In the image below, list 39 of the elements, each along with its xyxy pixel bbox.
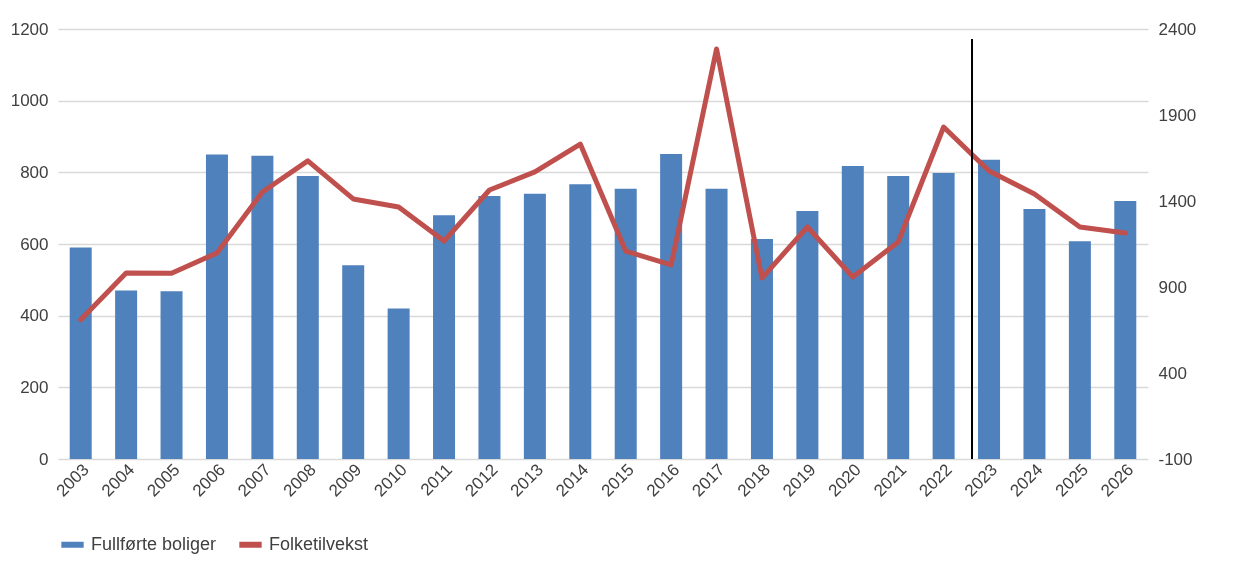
bar xyxy=(750,238,773,459)
bar xyxy=(569,184,592,459)
bar xyxy=(433,215,456,459)
legend-label: Fullførte boliger xyxy=(91,533,217,554)
bar xyxy=(796,211,819,459)
bar xyxy=(978,159,1001,459)
bar xyxy=(1068,241,1091,459)
bar xyxy=(841,165,864,459)
legend-label: Folketilvekst xyxy=(269,533,369,554)
y2-tick-label: 400 xyxy=(1158,363,1187,383)
bar xyxy=(387,308,410,459)
bar xyxy=(205,154,228,459)
y-tick-label: 600 xyxy=(20,234,49,254)
y-tick-label: 800 xyxy=(20,162,49,182)
y-tick-label: 200 xyxy=(20,377,49,397)
bar xyxy=(251,155,274,459)
bar xyxy=(1023,208,1046,459)
y2-tick-label: 1900 xyxy=(1158,105,1197,125)
y2-tick-label: 2400 xyxy=(1158,19,1197,39)
bar xyxy=(932,173,955,459)
y-tick-label: 0 xyxy=(39,449,49,469)
bar xyxy=(69,247,92,459)
y-tick-label: 400 xyxy=(20,306,49,326)
bar xyxy=(1114,201,1137,459)
y2-tick-label: 900 xyxy=(1158,277,1187,297)
bar xyxy=(660,154,683,459)
bar xyxy=(887,175,910,459)
y-tick-label: 1000 xyxy=(10,91,49,111)
bar xyxy=(705,188,728,459)
bar xyxy=(296,175,319,459)
y-tick-label: 1200 xyxy=(10,19,49,39)
y2-tick-label: -100 xyxy=(1158,449,1193,469)
y2-tick-label: 1400 xyxy=(1158,191,1197,211)
bar xyxy=(115,290,138,459)
bar xyxy=(342,265,365,459)
bar xyxy=(523,193,546,459)
bar xyxy=(160,291,183,459)
bar xyxy=(478,195,501,459)
bar xyxy=(614,188,637,459)
